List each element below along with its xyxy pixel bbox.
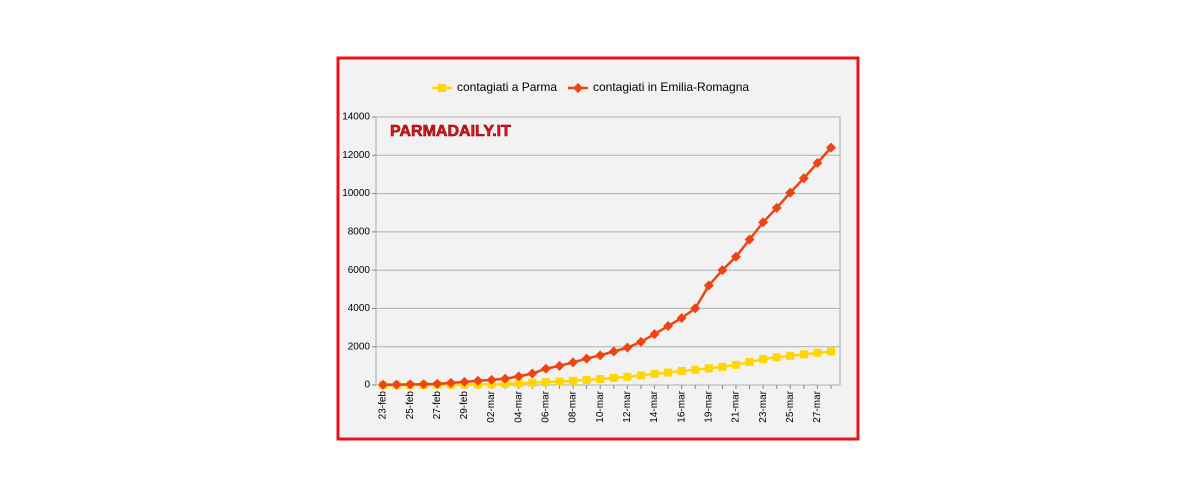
point (445, 377, 456, 388)
point (608, 346, 619, 357)
x-tick-label: 04-mar (513, 390, 524, 422)
point (541, 378, 550, 387)
point (827, 347, 835, 356)
x-tick-label: 29-feb (459, 391, 470, 420)
point (581, 353, 592, 364)
point (745, 358, 754, 367)
point (514, 379, 523, 388)
legend-label: contagiati in Emilia-Romagna (593, 80, 749, 94)
point (798, 173, 809, 184)
point (501, 379, 510, 388)
x-tick-label: 14-mar (649, 390, 660, 422)
x-tick-label: 23-mar (758, 390, 769, 422)
point (772, 353, 781, 362)
point (826, 142, 836, 153)
y-tick-label: 4000 (348, 303, 371, 314)
x-tick-label: 08-mar (568, 390, 579, 422)
x-tick-label: 21-mar (731, 390, 742, 422)
point (438, 84, 446, 92)
point (500, 373, 511, 384)
point (812, 157, 823, 168)
y-tick-label: 0 (364, 380, 370, 391)
x-tick-label: 10-mar (595, 390, 606, 422)
y-tick-label: 14000 (342, 112, 370, 123)
point (663, 321, 674, 332)
point (554, 360, 565, 371)
y-tick-label: 6000 (348, 265, 371, 276)
point (786, 351, 795, 360)
point (540, 363, 551, 374)
point (635, 336, 646, 347)
point (730, 251, 741, 262)
point (418, 379, 429, 390)
x-tick-label: 16-mar (676, 390, 687, 422)
y-tick-label: 10000 (342, 188, 370, 199)
point (573, 83, 583, 93)
point (432, 378, 443, 389)
series-line (382, 146, 832, 387)
point (785, 187, 796, 198)
point (717, 265, 728, 276)
point (636, 371, 645, 380)
point (391, 379, 402, 390)
point (609, 373, 618, 382)
point (622, 342, 633, 353)
x-tick-label: 25-mar (785, 390, 796, 422)
point (731, 360, 740, 369)
point (758, 217, 769, 228)
point (528, 378, 537, 387)
point (555, 377, 564, 386)
point (486, 374, 497, 385)
point (568, 357, 579, 368)
point (759, 355, 768, 364)
point (676, 313, 687, 323)
point (677, 367, 686, 376)
x-tick-label: 27-feb (432, 391, 443, 420)
y-tick-label: 8000 (348, 226, 371, 237)
y-tick-label: 12000 (342, 150, 370, 161)
watermark: PARMADAILY.IT (390, 123, 511, 140)
point (582, 376, 591, 385)
x-tick-label: 02-mar (486, 390, 497, 422)
series-line (382, 350, 832, 387)
x-tick-label: 23-feb (378, 391, 389, 420)
point (527, 368, 538, 379)
point (704, 364, 713, 373)
point (596, 375, 605, 384)
point (813, 348, 822, 357)
legend-label: contagiati a Parma (457, 80, 557, 94)
point (703, 280, 714, 291)
point (771, 202, 782, 213)
point (649, 329, 660, 340)
point (691, 365, 700, 374)
point (690, 303, 701, 314)
x-tick-label: 27-mar (812, 390, 823, 422)
point (718, 362, 727, 371)
point (405, 379, 416, 390)
x-tick-label: 12-mar (622, 390, 633, 422)
point (513, 371, 524, 382)
point (459, 376, 470, 387)
point (569, 376, 578, 385)
point (664, 368, 673, 377)
point (650, 369, 659, 378)
point (595, 350, 606, 361)
point (623, 372, 632, 381)
x-tick-label: 06-mar (541, 390, 552, 422)
point (378, 379, 388, 390)
plot-area (375, 116, 841, 386)
point (744, 234, 755, 245)
x-tick-label: 19-mar (703, 390, 714, 422)
y-tick-label: 2000 (348, 341, 371, 352)
x-tick-label: 25-feb (405, 391, 416, 420)
point (799, 350, 808, 359)
point (473, 375, 484, 386)
